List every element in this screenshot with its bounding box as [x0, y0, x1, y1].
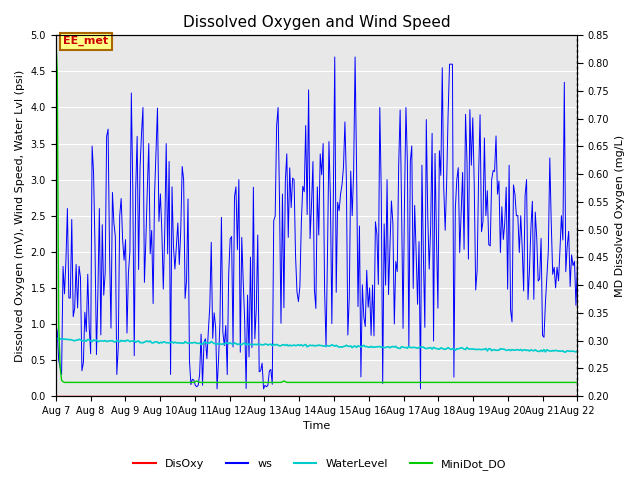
Y-axis label: Dissolved Oxygen (mV), Wind Speed, Water Lvl (psi): Dissolved Oxygen (mV), Wind Speed, Water… [15, 70, 25, 362]
X-axis label: Time: Time [303, 421, 330, 432]
Title: Dissolved Oxygen and Wind Speed: Dissolved Oxygen and Wind Speed [183, 15, 451, 30]
Text: EE_met: EE_met [63, 36, 109, 46]
Y-axis label: MD Dissolved Oxygen (mg/L): MD Dissolved Oxygen (mg/L) [615, 135, 625, 297]
Legend: DisOxy, ws, WaterLevel, MiniDot_DO: DisOxy, ws, WaterLevel, MiniDot_DO [129, 455, 511, 474]
